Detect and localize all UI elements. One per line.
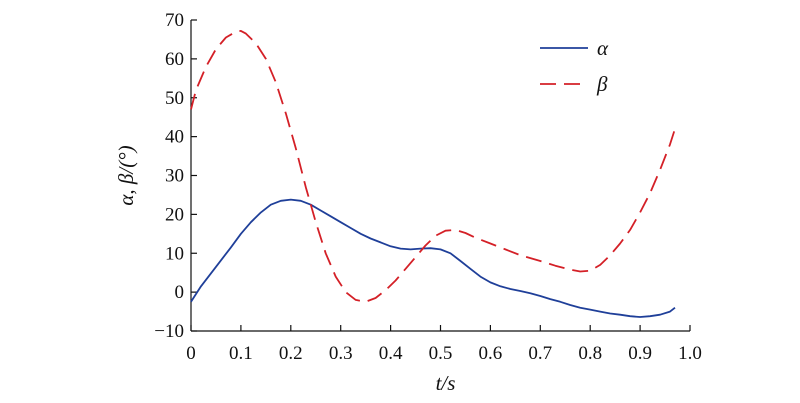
x-tick-label: 0.6 <box>479 343 503 364</box>
x-tick-label: 0.5 <box>429 343 453 364</box>
series-layer <box>190 30 676 318</box>
legend-label: α <box>597 36 609 60</box>
x-tick-label: 0 <box>186 343 196 364</box>
y-tick-label: 60 <box>165 49 184 70</box>
y-axis-label: α, β/(°) <box>114 145 138 205</box>
y-tick-label: 10 <box>165 243 184 264</box>
y-tick-label: 40 <box>165 127 184 148</box>
legend-label: β <box>596 72 608 96</box>
series-line-beta <box>190 30 676 303</box>
x-axis-label: t/s <box>436 371 456 395</box>
y-tick-label: 70 <box>165 10 184 31</box>
y-tick-label: 0 <box>175 282 185 303</box>
series-line-alpha <box>190 198 676 318</box>
y-tick-label: 20 <box>165 204 184 225</box>
y-tick-label: 50 <box>165 88 184 109</box>
x-tick-label: 0.3 <box>329 343 353 364</box>
x-tick-label: 0.9 <box>628 343 652 364</box>
x-tick-label: 0.4 <box>379 343 403 364</box>
x-tick-label: 0.8 <box>578 343 602 364</box>
legend: αβ <box>540 36 609 96</box>
x-tick-label: 0.2 <box>279 343 303 364</box>
y-tick-label: 30 <box>165 166 184 187</box>
x-tick-label: 0.1 <box>229 343 253 364</box>
x-tick-label: 0.7 <box>528 343 552 364</box>
x-tick-label: 1.0 <box>678 343 702 364</box>
y-tick-label: −10 <box>154 321 184 342</box>
